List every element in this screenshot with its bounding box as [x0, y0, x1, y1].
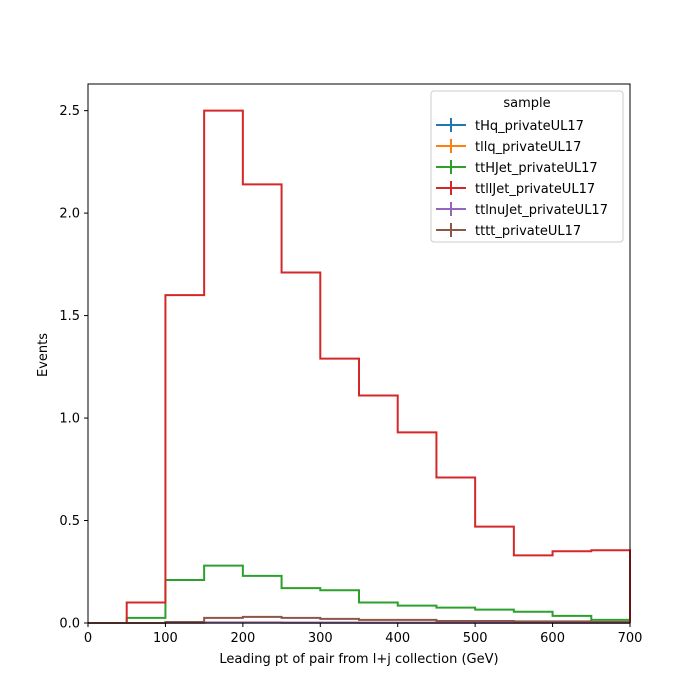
legend-entry-tthjet-privateul17: ttHJet_privateUL17: [436, 160, 598, 176]
legend-label: tHq_privateUL17: [475, 119, 584, 134]
legend-entries: tHq_privateUL17 tllq_privateUL17 ttHJet_pr…: [436, 118, 608, 239]
x-axis-label: Leading pt of pair from l+j collection (…: [219, 652, 498, 667]
y-tick-label: 1.5: [59, 309, 80, 324]
series-tttt-privateul17: [88, 615, 631, 624]
legend-entry-tllq-privateul17: tllq_privateUL17: [436, 139, 581, 155]
y-tick-label: 2.0: [59, 207, 80, 222]
x-tick-label: 600: [540, 631, 565, 646]
legend-label: tttt_privateUL17: [475, 224, 581, 239]
y-tick-label: 0.0: [59, 617, 80, 632]
x-tick-label: 500: [463, 631, 488, 646]
y-axis-label: Events: [36, 333, 51, 377]
x-tick-label: 300: [308, 631, 333, 646]
y-tick-label: 2.5: [59, 104, 80, 119]
y-tick-label: 1.0: [59, 412, 80, 427]
legend-label: ttllJet_privateUL17: [475, 182, 595, 197]
series-ttlljet-privateul17: [88, 109, 631, 624]
legend-label: ttHJet_privateUL17: [475, 161, 598, 176]
legend-entry-thq-privateul17: tHq_privateUL17: [436, 118, 584, 134]
legend-label: tllq_privateUL17: [475, 140, 581, 155]
legend-box: [430, 90, 624, 243]
x-tick-label: 400: [385, 631, 410, 646]
plot-frame: [87, 83, 631, 624]
x-tick-label: 0: [84, 631, 92, 646]
x-tick-label: 200: [230, 631, 255, 646]
legend-entry-ttlnujet-privateul17: ttlnuJet_privateUL17: [436, 202, 608, 218]
legend-entry-ttlljet-privateul17: ttllJet_privateUL17: [436, 181, 595, 197]
legend-entry-tttt-privateul17: tttt_privateUL17: [436, 223, 581, 239]
x-tick-label: 700: [618, 631, 643, 646]
y-axis: 0.0 0.5 1.0 1.5 2.0 2.5: [59, 104, 88, 632]
legend-label: ttlnuJet_privateUL17: [475, 203, 608, 218]
legend: sample tHq_privateUL17 tllq_privateUL17tt…: [430, 90, 624, 243]
series-tthjet-privateul17: [88, 564, 631, 624]
legend-title: sample: [503, 96, 550, 111]
x-axis: 0 100 200 300 400 500 600 700: [84, 623, 643, 646]
x-tick-label: 100: [153, 631, 178, 646]
y-tick-label: 0.5: [59, 514, 80, 529]
